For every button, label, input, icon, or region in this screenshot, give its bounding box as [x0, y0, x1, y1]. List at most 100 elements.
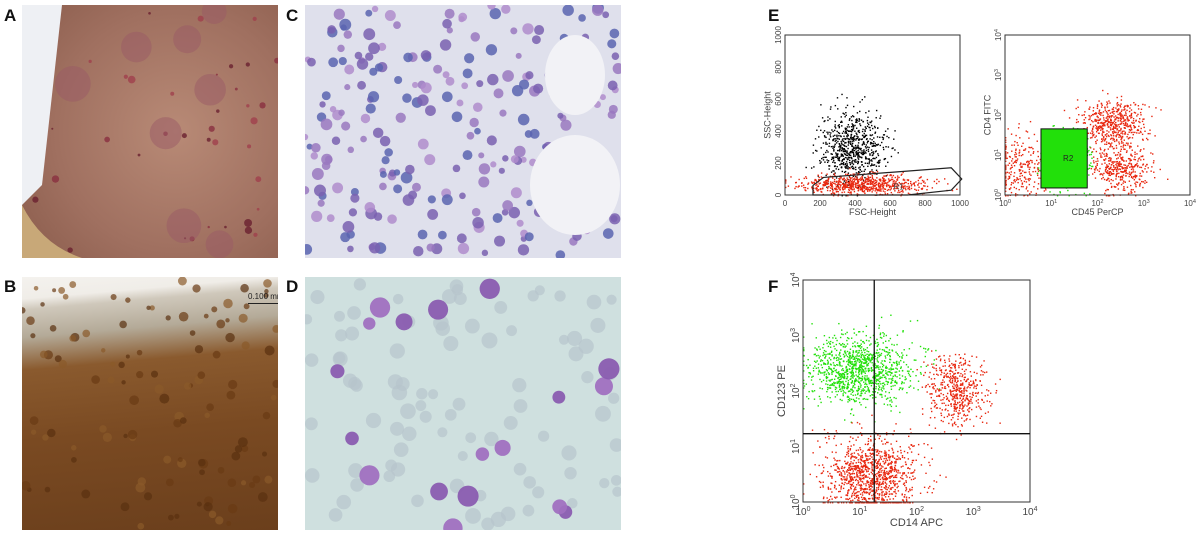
y-tick-label: 103 — [994, 69, 1003, 81]
scatter-point — [1100, 112, 1103, 114]
scatter-point — [855, 127, 858, 129]
scatter-point — [923, 347, 925, 350]
scatter-point — [1098, 170, 1100, 173]
scatter-point — [871, 139, 873, 141]
cell — [211, 306, 218, 313]
scatter-point — [811, 390, 813, 392]
scatter-point — [836, 394, 838, 396]
scatter-point — [843, 149, 846, 151]
cell — [71, 457, 77, 463]
scatter-point — [1020, 154, 1023, 157]
cell — [516, 219, 524, 227]
scatter-point — [823, 374, 826, 376]
scatter-point — [883, 158, 886, 160]
scatter-point — [815, 361, 817, 364]
scatter-point — [818, 357, 821, 359]
scatter-point — [855, 176, 857, 178]
cell — [367, 91, 380, 103]
scatter-point — [1096, 163, 1099, 165]
garment — [22, 5, 62, 205]
scatter-point — [832, 135, 835, 137]
cell — [446, 27, 453, 34]
scatter-point — [1037, 155, 1039, 158]
scatter-point — [846, 157, 848, 159]
scatter-point — [1109, 121, 1111, 123]
scatter-point — [1022, 153, 1024, 156]
scatter-point — [964, 373, 966, 375]
scatter-point — [873, 137, 875, 139]
scatter-point — [851, 370, 853, 372]
scatter-point — [970, 380, 972, 382]
scatter-point — [840, 358, 843, 360]
scatter-point — [1062, 126, 1064, 129]
scatter-point — [839, 398, 841, 401]
scatter-point — [949, 377, 951, 379]
scatter-point — [907, 192, 910, 194]
scatter-point — [825, 174, 827, 177]
scatter-point — [886, 193, 889, 195]
scatter-point — [860, 188, 862, 191]
scatter-point — [876, 136, 879, 138]
cell — [305, 186, 310, 195]
scatter-point — [1154, 135, 1156, 137]
cell — [462, 150, 473, 161]
scatter-point — [874, 182, 876, 185]
scatter-point — [837, 159, 840, 161]
scatter-point — [814, 138, 817, 140]
scatter-point — [963, 390, 965, 393]
scatter-point — [1093, 162, 1095, 164]
scatter-point — [838, 342, 841, 345]
scatter-point — [1031, 160, 1033, 162]
scatter-point — [867, 150, 870, 153]
scatter-point — [840, 377, 843, 379]
scatter-point — [857, 149, 859, 152]
scatter-point — [1034, 170, 1037, 173]
scatter-point — [844, 384, 846, 386]
scatter-point — [1021, 174, 1024, 177]
scatter-point — [906, 185, 908, 188]
scatter-point — [840, 333, 843, 335]
scatter-point — [1112, 169, 1114, 171]
scatter-point — [1119, 165, 1122, 167]
scatter-point — [855, 161, 857, 163]
scatter-point — [1111, 128, 1114, 130]
scatter-point — [1077, 106, 1079, 109]
scatter-point — [1117, 108, 1120, 110]
scatter-point — [842, 386, 844, 388]
scatter-point — [981, 392, 983, 394]
scatter-point — [857, 130, 860, 132]
scatter-point — [1115, 178, 1117, 180]
cell — [129, 395, 140, 406]
scatter-point — [1101, 124, 1104, 127]
scatter-point — [862, 341, 864, 343]
scatter-point — [807, 183, 809, 185]
scatter-point — [920, 182, 922, 185]
scatter-point — [894, 130, 896, 132]
scatter-point — [840, 184, 842, 186]
scatter-point — [1116, 138, 1118, 141]
cell — [245, 62, 250, 67]
scatter-point — [826, 386, 829, 389]
scatter-point — [952, 395, 954, 398]
scatter-point — [869, 176, 871, 179]
scatter-point — [969, 371, 972, 373]
scatter-point — [1091, 136, 1093, 139]
scatter-point — [965, 380, 967, 383]
scatter-point — [852, 152, 855, 154]
scatter-point — [870, 170, 872, 173]
cell — [602, 11, 610, 19]
scatter-point — [866, 137, 868, 140]
scatter-point — [834, 382, 837, 384]
scatter-point — [807, 358, 809, 361]
scatter-point — [1144, 104, 1146, 106]
scatter-point — [842, 333, 844, 336]
scatter-point — [848, 161, 851, 164]
scatter-point — [969, 364, 971, 367]
scatter-point — [1116, 96, 1118, 99]
cell — [529, 128, 540, 139]
scatter-point — [869, 380, 871, 382]
scatter-point — [1112, 161, 1114, 163]
scatter-point — [1095, 142, 1097, 145]
scatter-point — [1099, 173, 1101, 176]
